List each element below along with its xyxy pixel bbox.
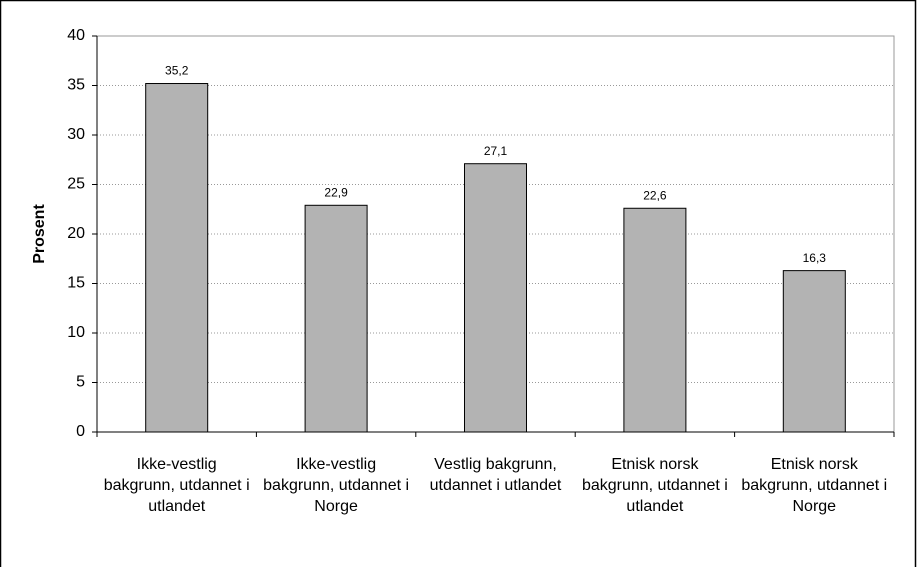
bar [782,270,846,433]
value-label: 27,1 [484,144,508,158]
plot-border [97,35,895,432]
y-axis-label: Prosent [31,204,48,264]
bar [464,163,527,433]
bar [145,83,209,433]
x-tick-label: Etnisk norsk bakgrunn, utdannet i Norge [741,456,888,515]
y-tick-label: 25 [67,176,85,193]
bar [304,204,368,433]
x-tick-label: Ikke-vestlig bakgrunn, utdannet i Norge [263,456,410,515]
y-tick-label: 5 [76,374,85,391]
x-tick-label: Vestlig bakgrunn, utdannet i utlandet [429,456,562,494]
value-label: 22,9 [324,185,348,199]
value-label: 16,3 [803,251,827,265]
x-tick-label: Ikke-vestlig bakgrunn, utdannet i utland… [103,456,250,515]
y-tick-label: 15 [67,275,85,292]
value-label: 35,2 [165,64,189,78]
y-tick-label: 30 [67,126,85,143]
y-tick-label: 40 [67,27,85,44]
y-tick-label: 10 [67,324,85,341]
x-tick-label: Etnisk norsk bakgrunn, utdannet i utland… [581,456,728,515]
value-label: 22,6 [643,188,667,202]
y-tick-label: 35 [67,77,85,94]
y-tick-label: 20 [67,225,85,242]
y-tick-label: 0 [76,423,85,440]
bar [623,207,687,433]
